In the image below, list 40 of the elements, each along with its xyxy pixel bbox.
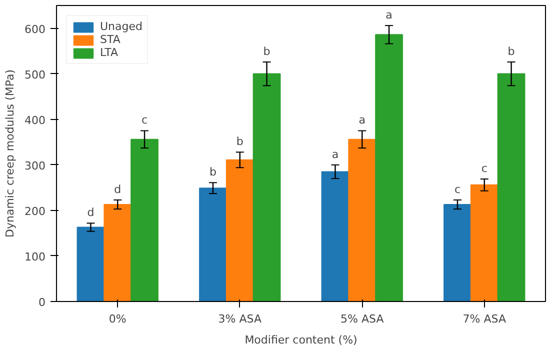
y-tick-label: 300 bbox=[24, 159, 46, 172]
y-tick-label: 400 bbox=[24, 114, 46, 127]
y-axis-title: Dynamic creep modulus (MPa) bbox=[4, 70, 17, 238]
data-label: d bbox=[114, 182, 122, 196]
bar bbox=[375, 34, 403, 302]
bar bbox=[130, 138, 158, 302]
bar bbox=[199, 188, 227, 302]
data-label: c bbox=[454, 182, 461, 196]
bar bbox=[470, 184, 498, 302]
data-label: b bbox=[508, 44, 515, 58]
data-label: d bbox=[87, 206, 94, 220]
data-label: c bbox=[481, 162, 488, 175]
data-label: a bbox=[332, 148, 339, 161]
bar bbox=[252, 73, 281, 302]
bar bbox=[104, 204, 132, 302]
x-tick-label: 5% ASA bbox=[340, 312, 384, 326]
y-tick-label: 500 bbox=[24, 68, 46, 82]
bar bbox=[321, 171, 350, 302]
x-axis-title: Modifier content (%) bbox=[244, 334, 358, 346]
legend-label: LTA bbox=[100, 46, 120, 59]
data-label: c bbox=[141, 114, 148, 127]
data-label: a bbox=[358, 114, 366, 127]
y-tick-label: 200 bbox=[24, 204, 46, 218]
bar bbox=[497, 73, 526, 302]
bar bbox=[348, 138, 376, 302]
x-tick-label: 3% ASA bbox=[218, 312, 262, 326]
y-tick-label: 100 bbox=[24, 250, 46, 264]
data-label: b bbox=[209, 166, 216, 179]
y-tick-label: 600 bbox=[24, 22, 46, 36]
data-label: a bbox=[386, 8, 392, 22]
bar bbox=[76, 226, 105, 302]
data-label: b bbox=[263, 44, 270, 58]
bar bbox=[226, 159, 254, 302]
data-label: b bbox=[236, 135, 244, 148]
x-tick-label: 7% ASA bbox=[462, 312, 506, 326]
legend-label: STA bbox=[100, 33, 120, 46]
x-tick-label: 0% bbox=[108, 312, 126, 326]
bar bbox=[444, 204, 472, 302]
legend-label: Unaged bbox=[100, 20, 142, 33]
y-tick-label: 0 bbox=[38, 296, 46, 309]
